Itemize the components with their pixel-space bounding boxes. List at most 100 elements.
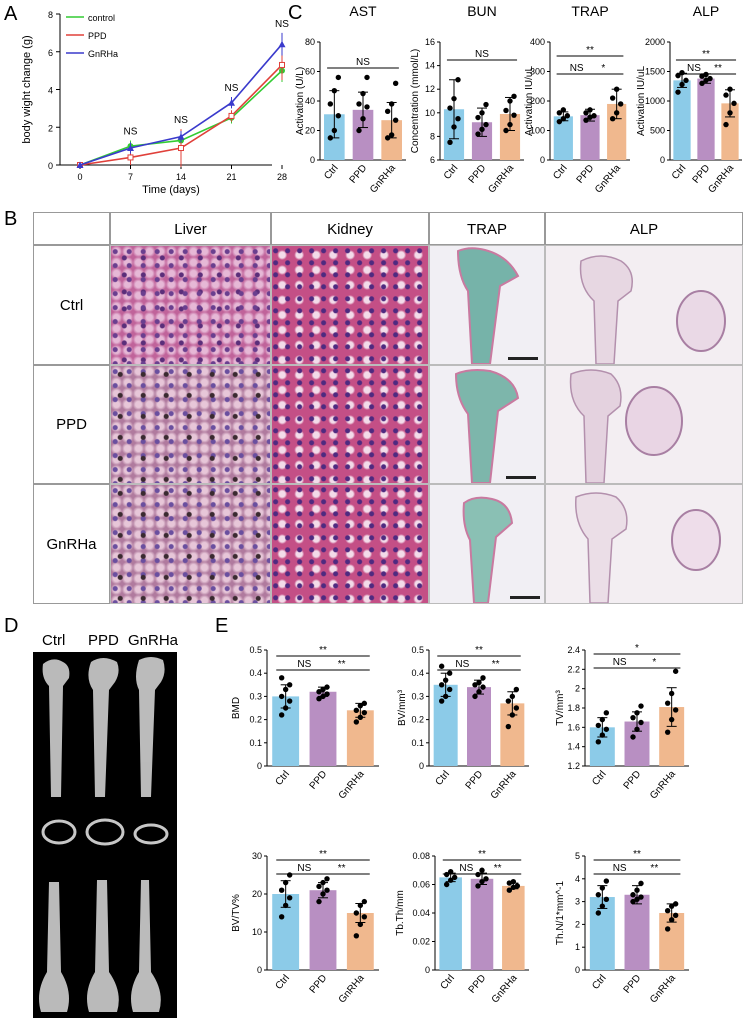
data-point <box>599 885 606 891</box>
data-point <box>447 877 454 883</box>
x-tick-label: PPD <box>464 769 486 792</box>
bar-chart-bun: BUN 6 8 10 12 14 16 Concentration (mmol/L) Ctrl P… <box>410 3 524 195</box>
x-tick-label: PPD <box>622 769 644 792</box>
bar-PPD <box>624 894 650 970</box>
x-tick-label: GnRHa <box>706 163 736 196</box>
data-point <box>479 867 485 873</box>
y-tick-label: 0.1 <box>411 738 424 748</box>
chart-title: AST <box>349 3 377 19</box>
x-tick-label: PPD <box>691 163 713 186</box>
data-point <box>668 690 675 697</box>
significance-label: ** <box>475 645 483 656</box>
data-point <box>683 77 689 84</box>
data-point <box>668 903 675 909</box>
data-point <box>479 110 485 116</box>
liver-gnrha-image <box>110 484 271 604</box>
x-tick-label: GnRHa <box>337 769 367 802</box>
y-tick-label: 40 <box>305 96 315 106</box>
significance-label: NS <box>356 57 370 68</box>
data-point <box>286 682 293 688</box>
y-tick-label: 200 <box>530 96 545 106</box>
data-point <box>320 879 326 886</box>
data-point <box>480 675 486 681</box>
significance-label: ** <box>492 659 500 670</box>
data-point <box>320 891 326 897</box>
significance-label: ** <box>494 863 502 874</box>
y-tick-label: 1.2 <box>567 761 580 771</box>
header-trap: TRAP <box>429 212 545 245</box>
significance-label: NS <box>174 115 188 126</box>
x-tick-label: 21 <box>226 172 236 182</box>
data-point <box>587 107 593 113</box>
y-tick-label: 0.04 <box>412 908 430 918</box>
data-point <box>727 86 733 92</box>
y-tick-label: 4 <box>48 86 53 96</box>
y-tick-label: 16 <box>425 37 435 47</box>
significance-label: NS <box>459 863 473 874</box>
data-point <box>353 719 360 725</box>
bar-GnRHa <box>502 885 525 970</box>
data-point <box>509 693 516 700</box>
data-point <box>384 135 391 141</box>
y-tick-label: 0 <box>575 965 580 975</box>
significance-label: NS <box>297 863 311 874</box>
bar-Ctrl <box>439 877 462 970</box>
data-point <box>672 912 679 918</box>
data-point <box>361 709 368 716</box>
data-point <box>324 887 330 893</box>
ct-label-gnrha: GnRHa <box>128 632 179 649</box>
y-tick-label: 0 <box>540 155 545 165</box>
y-axis-label: Activation (U/L) <box>295 67 306 135</box>
data-point <box>278 693 285 700</box>
panel-label-a: A <box>4 3 18 25</box>
significance-label: NS <box>225 83 239 94</box>
data-point <box>447 868 454 875</box>
x-tick-label: 0 <box>77 172 82 182</box>
y-axis-label: Concentration (mmol/L) <box>410 49 421 153</box>
liver-ppd-image <box>110 365 271 484</box>
data-point <box>599 903 606 909</box>
significance-label: ** <box>478 849 486 860</box>
x-tick-label: Ctrl <box>670 163 688 182</box>
data-point <box>591 113 597 119</box>
data-point <box>451 874 458 881</box>
micro-ct-image <box>33 652 177 1018</box>
y-tick-label: 30 <box>252 851 262 861</box>
data-point <box>357 902 364 909</box>
y-axis-label: BV/TV% <box>231 894 242 932</box>
data-point <box>357 921 364 928</box>
data-point <box>76 161 84 168</box>
data-point <box>664 729 671 735</box>
bar-PPD <box>309 890 337 970</box>
data-point <box>353 933 360 939</box>
data-point <box>331 127 338 134</box>
data-point <box>475 883 481 889</box>
data-point <box>316 696 322 702</box>
data-point <box>324 684 330 690</box>
data-point <box>364 74 370 81</box>
data-point <box>560 116 567 122</box>
data-point <box>560 107 567 113</box>
data-point <box>451 95 457 102</box>
significance-label: NS <box>687 63 701 74</box>
row-label-gnrha: GnRHa <box>33 484 110 604</box>
y-tick-label: 0.5 <box>249 645 262 655</box>
data-point <box>361 898 368 905</box>
significance-label: * <box>635 643 639 654</box>
data-point <box>507 121 513 128</box>
liver-ctrl-image <box>110 245 271 365</box>
panel-label-c: C <box>288 2 303 24</box>
data-point <box>634 896 640 903</box>
data-point <box>630 898 636 905</box>
significance-label: * <box>652 657 656 668</box>
bar-PPD <box>580 115 600 160</box>
x-tick-label: Ctrl <box>322 163 340 182</box>
data-point <box>286 895 293 901</box>
x-tick-label: GnRHa <box>337 973 367 1006</box>
data-point <box>479 878 485 885</box>
data-point <box>617 101 624 107</box>
data-point <box>278 914 285 920</box>
data-point <box>475 871 481 878</box>
y-tick-label: 0.5 <box>411 645 424 655</box>
y-tick-label: 3 <box>575 897 580 907</box>
